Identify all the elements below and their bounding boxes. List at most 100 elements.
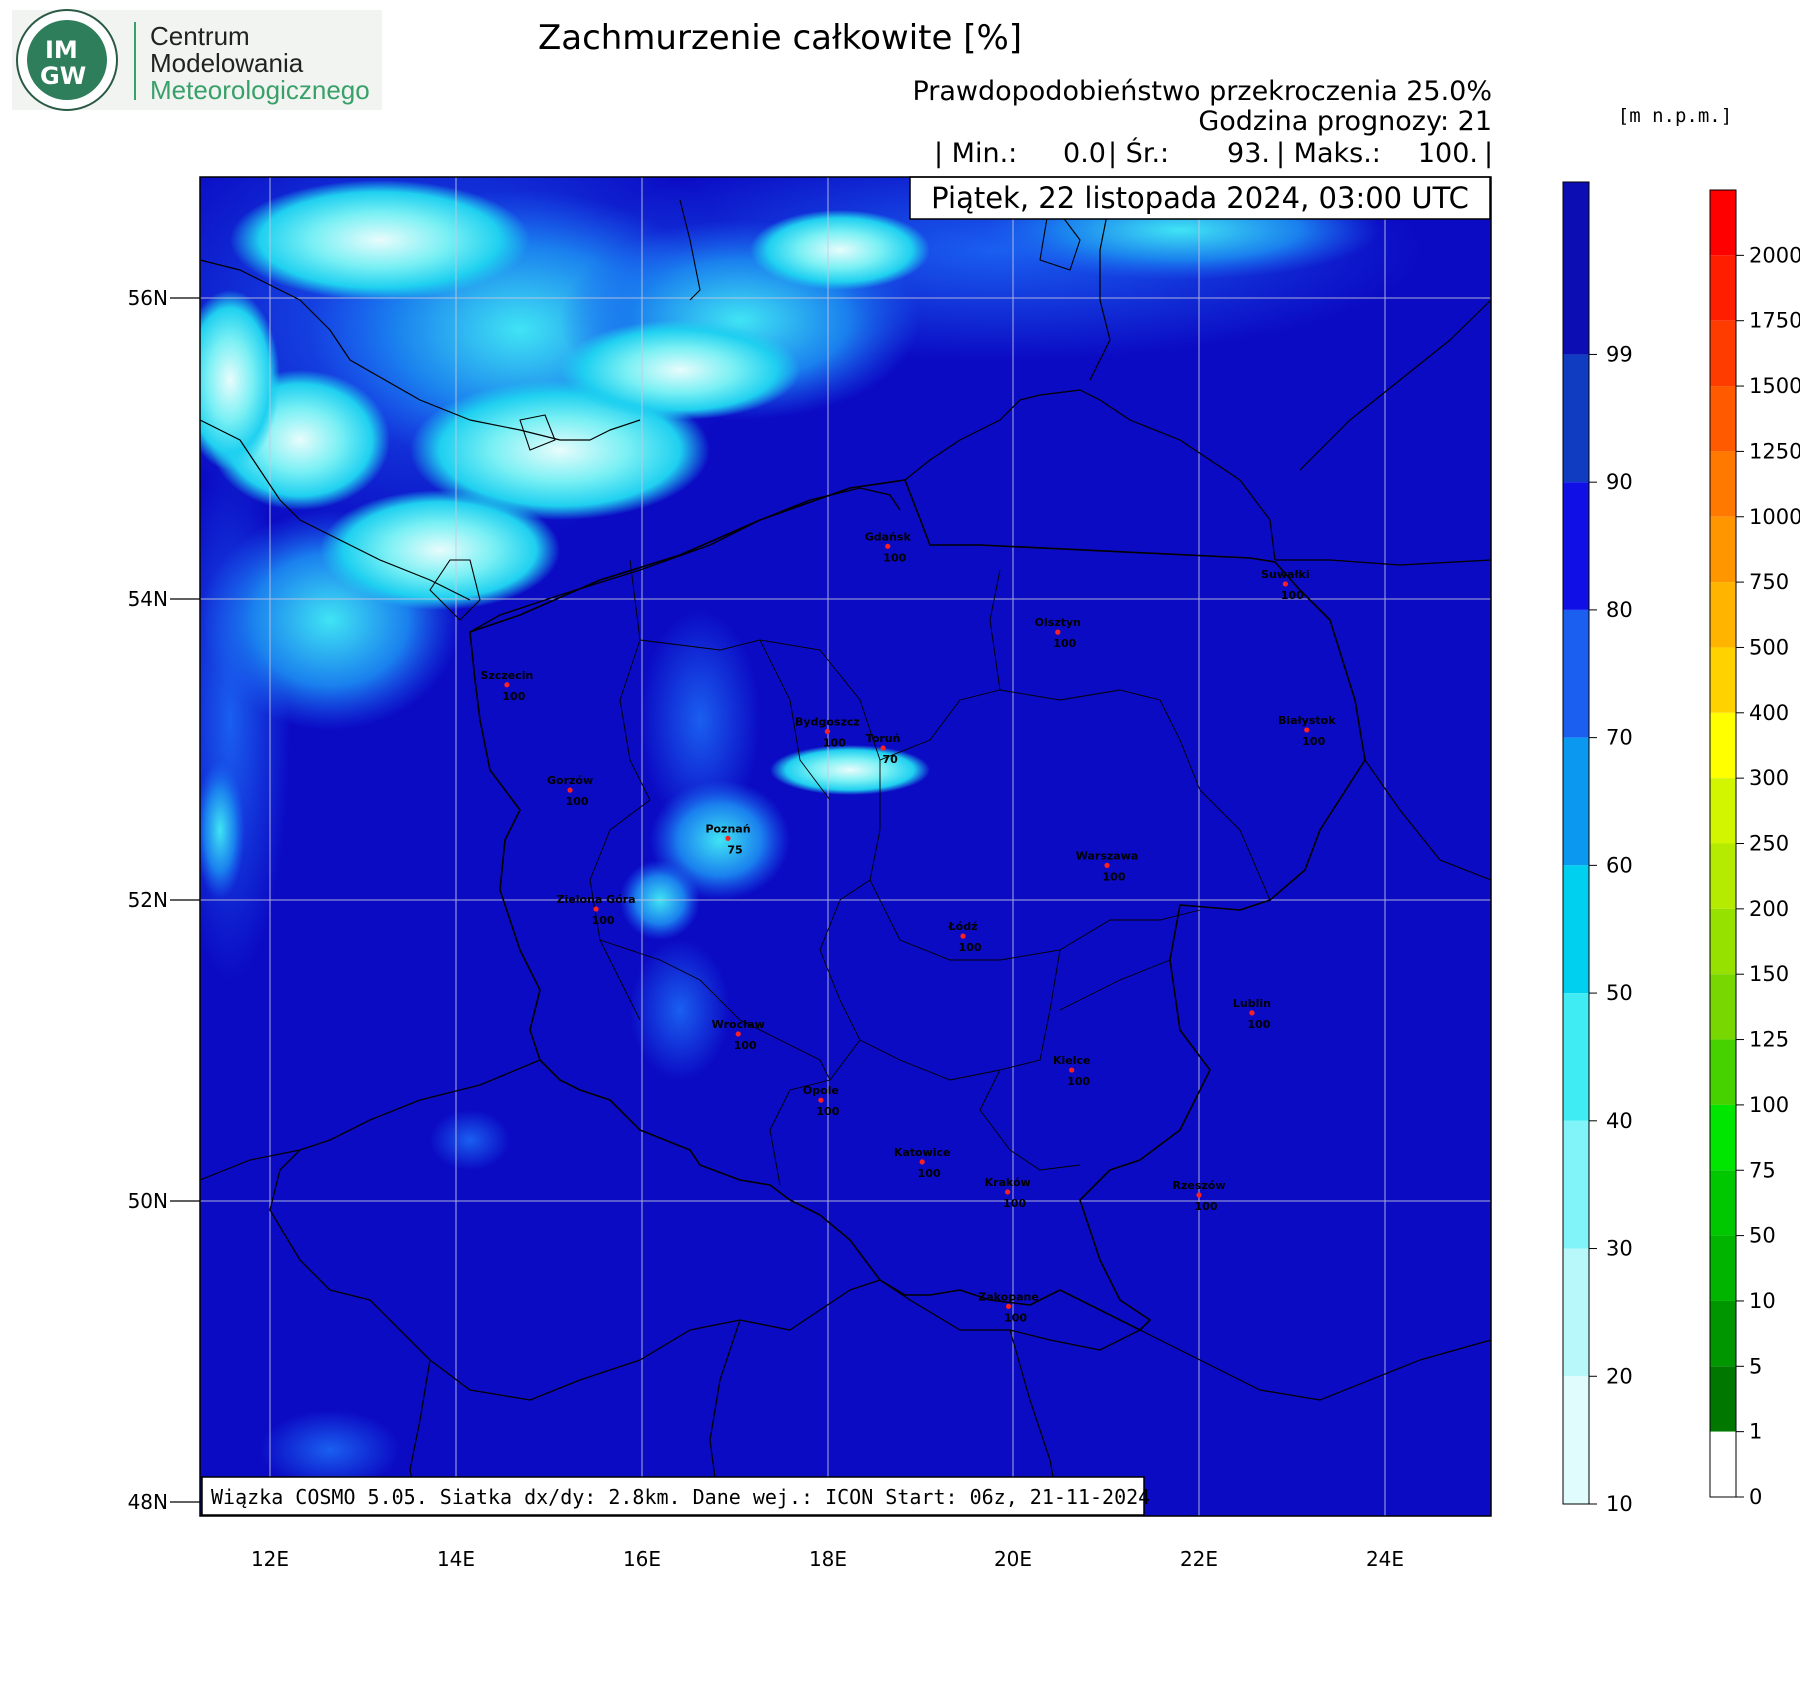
- city-gdansk: Gdańsk 100: [865, 530, 912, 564]
- poland-border: [469, 479, 1366, 1331]
- city-dot: [725, 835, 731, 841]
- cloud-colorbar-label: 50: [1606, 981, 1633, 1005]
- height-colorbar-swatch: [1710, 1366, 1736, 1432]
- lat-label-48n: 48N: [128, 1490, 168, 1514]
- cloud-colorbar-label: 20: [1606, 1364, 1633, 1388]
- stat-mean-label: | Śr.:: [1108, 137, 1169, 169]
- voivodeship-borders: [589, 559, 1271, 1186]
- city-gorzow: Gorzów 100: [547, 774, 593, 808]
- gotland-island: [1039, 199, 1081, 271]
- cloud-colorbar-label: 70: [1606, 726, 1633, 750]
- cloud-band-central: [640, 610, 760, 830]
- lat-label-54n: 54N: [128, 587, 168, 611]
- model-info-box: Wiązka COSMO 5.05. Siatka dx/dy: 2.8km. …: [201, 1476, 1150, 1516]
- height-colorbar-swatch: [1710, 712, 1736, 779]
- height-colorbar-label: 2000: [1749, 243, 1800, 267]
- cloud-patch-south: [260, 1410, 400, 1490]
- city-opole: Opole 100: [803, 1084, 840, 1118]
- cloud-band-torun: [770, 745, 930, 795]
- height-colorbar-label: 750: [1749, 570, 1789, 594]
- cloud-light-7: [200, 290, 280, 470]
- city-name: Opole: [803, 1084, 839, 1097]
- cloud-colorbar-frame: [1562, 181, 1590, 1505]
- graticule: [200, 177, 1491, 1516]
- rugia-island: [429, 559, 481, 621]
- city-name: Warszawa: [1076, 849, 1139, 862]
- city-zielona-gora: Zielona Góra 100: [557, 893, 636, 927]
- city-value: 100: [1103, 870, 1126, 883]
- logo-name-line3: Meteorologicznego: [150, 75, 370, 105]
- city-value: 100: [1247, 1018, 1270, 1031]
- city-dot: [1005, 1189, 1011, 1195]
- forecast-date: Piątek, 22 listopada 2024, 03:00 UTC: [931, 181, 1469, 215]
- coast-ne-2: [1275, 559, 1492, 566]
- lat-label-52n: 52N: [128, 888, 168, 912]
- stat-max-label: | Maks.:: [1276, 138, 1381, 169]
- date-box-frame: [909, 176, 1491, 220]
- sweden-coast: [199, 259, 641, 441]
- city-lublin: Lublin 100: [1233, 997, 1271, 1031]
- height-colorbar-label: 1750: [1749, 309, 1800, 333]
- height-colorbar-swatch: [1710, 451, 1736, 517]
- cloud-light-5: [560, 320, 800, 420]
- city-dot: [885, 543, 891, 549]
- height-colorbar-label: 5: [1749, 1354, 1762, 1378]
- cloud-colorbar-label: 60: [1606, 853, 1633, 877]
- height-colorbar-label: 125: [1749, 1028, 1789, 1052]
- height-colorbar-label: 1250: [1749, 439, 1800, 463]
- city-name: Bydgoszcz: [795, 715, 860, 728]
- city-value: 100: [918, 1167, 941, 1180]
- city-value: 100: [734, 1039, 757, 1052]
- city-dot: [919, 1159, 925, 1165]
- baltic-coast-pl: [469, 487, 901, 633]
- probability-label: Prawdopodobieństwo przekroczenia 25.0%: [912, 76, 1492, 107]
- city-bialystok: Białystok 100: [1278, 714, 1336, 748]
- city-value: 70: [882, 753, 898, 766]
- cloud-light-6: [750, 210, 930, 290]
- height-colorbar-swatch: [1710, 320, 1736, 387]
- city-name: Gorzów: [547, 774, 593, 787]
- cloud-colorbar-label: 30: [1606, 1237, 1633, 1261]
- height-colorbar-label: 150: [1749, 962, 1789, 986]
- height-colorbar-label: 1000: [1749, 505, 1800, 529]
- model-info-text: Wiązka COSMO 5.05. Siatka dx/dy: 2.8km. …: [211, 1485, 1150, 1509]
- stat-min-label: | Min.:: [934, 138, 1017, 169]
- borders: [199, 176, 1492, 1517]
- cloud-colorbar-swatch: [1563, 609, 1589, 738]
- height-colorbar-label: 250: [1749, 832, 1789, 856]
- height-colorbar-label: 500: [1749, 635, 1789, 659]
- oland-island: [679, 199, 701, 301]
- city-name: Poznań: [705, 822, 750, 835]
- lat-label-56n: 56N: [128, 286, 168, 310]
- city-name: Zakopane: [978, 1290, 1039, 1303]
- lon-label-16e: 16E: [623, 1547, 661, 1571]
- lon-label-14e: 14E: [437, 1547, 475, 1571]
- stat-min-value: 0.0: [1063, 138, 1106, 169]
- de-inner: [199, 1149, 301, 1181]
- cloud-colorbar-swatch: [1563, 482, 1589, 610]
- city-dot: [1249, 1010, 1255, 1016]
- bornholm-island: [519, 414, 556, 451]
- city-name: Białystok: [1278, 714, 1336, 727]
- czech-sk-border: [269, 1059, 881, 1401]
- city-value: 100: [1003, 1197, 1026, 1210]
- city-name: Lublin: [1233, 997, 1271, 1010]
- city-dot: [824, 728, 831, 735]
- cloud-colorbar-label: 40: [1606, 1109, 1633, 1133]
- city-dot: [1196, 1192, 1202, 1198]
- height-unit-label: [m n.p.m.]: [1618, 105, 1732, 127]
- city-name: Olsztyn: [1035, 616, 1081, 629]
- by-border: [1364, 759, 1492, 881]
- height-colorbar-swatch: [1710, 516, 1736, 583]
- cloud-light-1: [230, 180, 530, 300]
- city-kielce: Kielce 100: [1053, 1054, 1091, 1088]
- cloud-field: [200, 177, 1420, 1490]
- city-value: 100: [566, 795, 589, 808]
- height-colorbar-label: 75: [1749, 1158, 1776, 1182]
- city-value: 100: [883, 551, 906, 564]
- city-name: Gdańsk: [865, 530, 912, 543]
- imgw-logo: IM GW Centrum Modelowania Meteorologiczn…: [12, 9, 382, 111]
- lon-label-18e: 18E: [809, 1547, 847, 1571]
- cloud-colorbar-swatch: [1563, 865, 1589, 994]
